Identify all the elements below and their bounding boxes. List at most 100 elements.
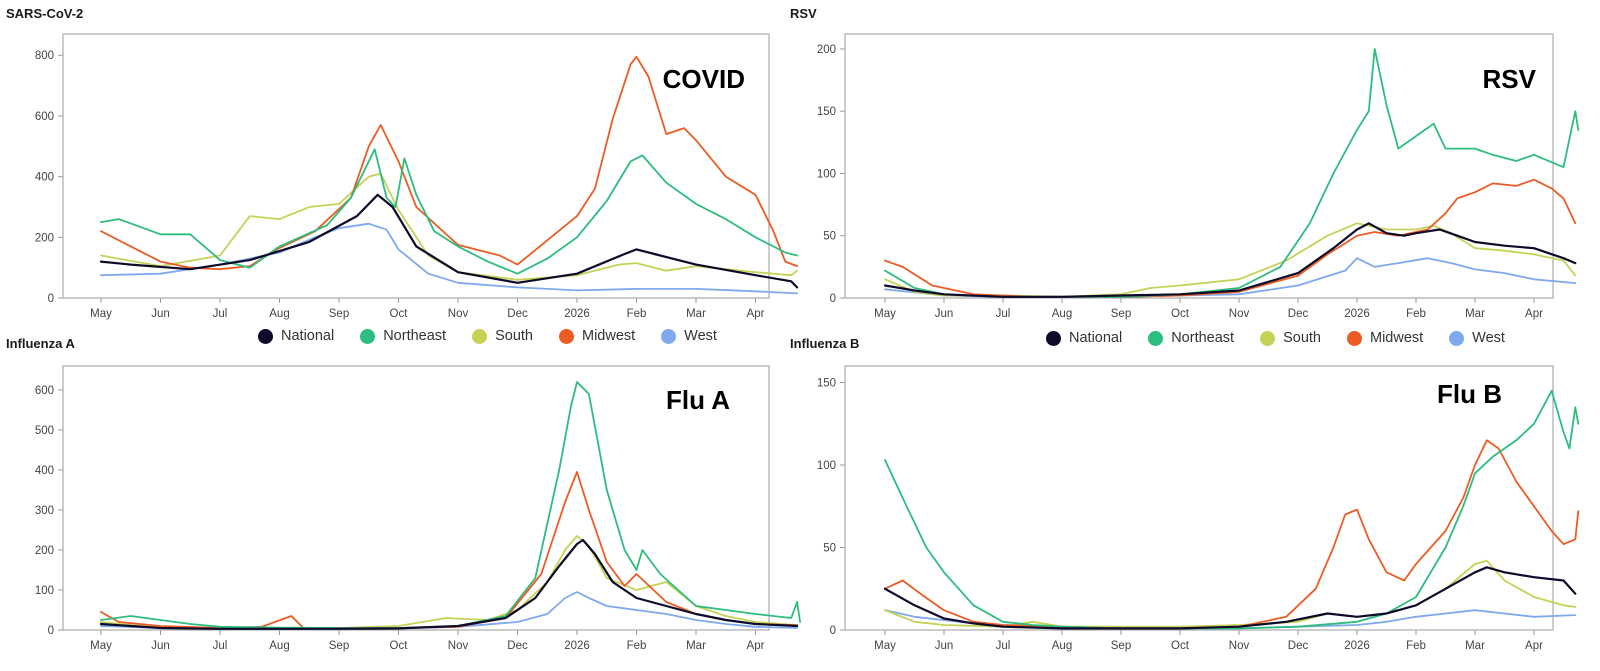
x-tick-label: May — [874, 640, 896, 652]
plot-frame — [62, 33, 770, 299]
series-line-south — [100, 172, 798, 281]
legend-dot-midwest — [1346, 330, 1362, 346]
legend-dot-west — [1449, 330, 1465, 346]
legend-dot-national — [1046, 330, 1061, 346]
legend-item-south[interactable]: South — [472, 328, 533, 344]
series-line-northeast — [884, 389, 1580, 630]
y-tick-label: 600 — [35, 385, 54, 397]
legend-item-national[interactable]: National — [1046, 330, 1122, 346]
x-tick-label: 2026 — [1344, 308, 1370, 320]
legend-item-south[interactable]: South — [1260, 330, 1321, 346]
plot-frame — [844, 33, 1554, 299]
legend-item-west[interactable]: West — [661, 328, 717, 344]
x-tick-label: Aug — [269, 640, 289, 652]
x-tick-label: Apr — [1525, 308, 1543, 320]
legend-dot-northeast — [1148, 330, 1164, 346]
x-tick-label: 2026 — [564, 640, 590, 652]
x-tick-label: Mar — [1465, 640, 1485, 652]
x-tick-label: Dec — [1288, 640, 1309, 652]
y-tick-label: 200 — [35, 232, 54, 244]
x-tick-label: Nov — [448, 308, 469, 320]
x-tick-label: Oct — [390, 640, 409, 652]
x-tick-label: Mar — [1465, 308, 1485, 320]
x-tick-label: Jun — [151, 640, 170, 652]
y-tick-label: 100 — [817, 168, 836, 180]
legend-item-midwest[interactable]: Midwest — [1346, 330, 1424, 346]
y-tick-label: 150 — [817, 378, 836, 390]
series-line-northeast — [100, 381, 801, 629]
x-tick-label: Nov — [448, 640, 469, 652]
legend-label: South — [495, 328, 533, 344]
legend-item-midwest[interactable]: Midwest — [558, 328, 636, 344]
legend-label: Northeast — [1171, 330, 1235, 346]
legend-item-northeast[interactable]: Northeast — [1148, 330, 1234, 346]
x-tick-label: Aug — [269, 308, 289, 320]
x-tick-label: Nov — [1229, 308, 1250, 320]
x-tick-label: Sep — [329, 640, 349, 652]
plot-frame — [844, 365, 1554, 631]
y-tick-label: 200 — [817, 44, 836, 56]
y-tick-label: 0 — [48, 625, 54, 637]
x-tick-label: Mar — [686, 308, 706, 320]
y-tick-label: 0 — [830, 293, 836, 305]
chart-annotation: COVID — [663, 64, 745, 94]
x-tick-label: Mar — [686, 640, 706, 652]
legend-dot-south — [1260, 330, 1276, 346]
chart-covid: 0 200 400 600 800 May Jun Jul Aug Sep Oct Nov Dec 202… — [35, 33, 799, 320]
y-tick-label: 50 — [823, 231, 836, 243]
x-tick-label: Oct — [1171, 640, 1190, 652]
chart-flua: 0 100 200 300 400 500 600 May Jun Jul Aug Sep Oct Nov… — [35, 365, 801, 652]
panel-title-rsv: RSV — [790, 6, 817, 21]
legend-item-west[interactable]: West — [1449, 330, 1505, 346]
series-line-national — [99, 193, 799, 289]
x-tick-label: Jul — [213, 308, 228, 320]
series-line-national — [883, 566, 1577, 630]
plot-frame — [62, 365, 770, 631]
legend-label: West — [1472, 330, 1505, 346]
y-tick-label: 50 — [823, 543, 836, 555]
legend-label: National — [1069, 330, 1123, 346]
legend-right: National Northeast South Midwest West — [1046, 330, 1505, 346]
series-line-south — [884, 559, 1577, 628]
legend-item-northeast[interactable]: Northeast — [360, 328, 446, 344]
legend-label: Midwest — [1369, 330, 1424, 346]
x-tick-label: Sep — [1111, 308, 1131, 320]
panel-title-influenza-a: Influenza A — [6, 336, 75, 351]
x-tick-label: 2026 — [1344, 640, 1370, 652]
x-tick-label: Jul — [996, 640, 1011, 652]
y-tick-label: 600 — [35, 111, 54, 123]
chart-annotation: Flu A — [666, 385, 730, 415]
legend-label: National — [281, 328, 335, 344]
x-tick-label: Aug — [1052, 640, 1072, 652]
y-tick-label: 0 — [48, 293, 54, 305]
y-tick-label: 400 — [35, 172, 54, 184]
x-tick-label: Feb — [1406, 640, 1426, 652]
y-tick-label: 500 — [35, 425, 54, 437]
x-tick-label: May — [90, 308, 112, 320]
legend-dot-south — [472, 328, 488, 344]
legend-label: Midwest — [581, 328, 636, 344]
x-tick-label: Oct — [1171, 308, 1190, 320]
x-tick-label: Feb — [1406, 308, 1426, 320]
legend-dot-northeast — [360, 328, 376, 344]
x-tick-label: May — [90, 640, 112, 652]
x-tick-label: Apr — [1525, 640, 1543, 652]
legend-label: West — [684, 328, 717, 344]
series-line-national — [883, 222, 1577, 298]
panel-title-influenza-b: Influenza B — [790, 336, 860, 351]
y-tick-label: 300 — [35, 505, 54, 517]
x-tick-label: Jun — [935, 640, 954, 652]
chart-rsv: 0 50 100 150 200 May Jun Jul Aug Sep Oct Nov Dec 2026… — [817, 33, 1580, 320]
x-tick-label: May — [874, 308, 896, 320]
x-tick-label: Dec — [507, 308, 528, 320]
chart-annotation: Flu B — [1437, 379, 1502, 409]
x-tick-label: Dec — [507, 640, 528, 652]
legend-label: Northeast — [383, 328, 447, 344]
x-tick-label: Dec — [1288, 308, 1309, 320]
legend-left: National Northeast South Midwest West — [258, 328, 717, 344]
panel-title-covid: SARS-CoV-2 — [6, 6, 84, 21]
legend-item-national[interactable]: National — [258, 328, 334, 344]
x-tick-label: Feb — [627, 640, 647, 652]
x-tick-label: Jul — [213, 640, 228, 652]
y-tick-label: 100 — [817, 460, 836, 472]
